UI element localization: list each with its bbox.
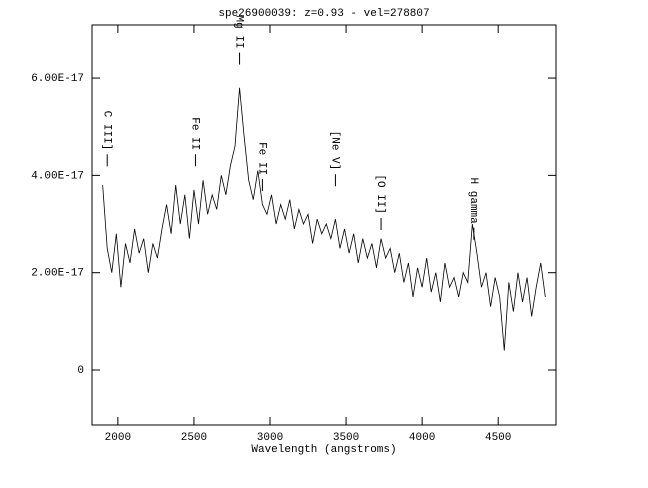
x-axis-label: Wavelength (angstroms) — [251, 444, 396, 456]
x-tick-label: 3500 — [333, 432, 359, 444]
y-tick-label: 2.00E-17 — [31, 268, 84, 280]
annotation: H gamma — [467, 178, 479, 225]
annotation: Mg II — [233, 16, 245, 49]
x-tick-label: 2000 — [105, 432, 131, 444]
spectrum-line — [102, 87, 546, 351]
y-tick-label: 4.00E-17 — [31, 170, 84, 182]
x-tick-label: 4500 — [485, 432, 511, 444]
annotation: C III] — [100, 111, 112, 151]
chart-title: spe26900039: z=0.93 - vel=278807 — [218, 8, 429, 20]
y-tick-label: 6.00E-17 — [31, 73, 84, 85]
x-tick-label: 2500 — [181, 432, 207, 444]
annotation: [Ne V] — [329, 131, 341, 171]
y-tick-label: 0 — [77, 365, 84, 377]
x-tick-label: 3000 — [257, 432, 283, 444]
annotation: Fe II — [189, 117, 201, 150]
x-tick-label: 4000 — [409, 432, 435, 444]
annotation: Fe II — [255, 142, 267, 175]
plot-frame — [91, 24, 557, 426]
annotation: [O II] — [374, 174, 386, 214]
